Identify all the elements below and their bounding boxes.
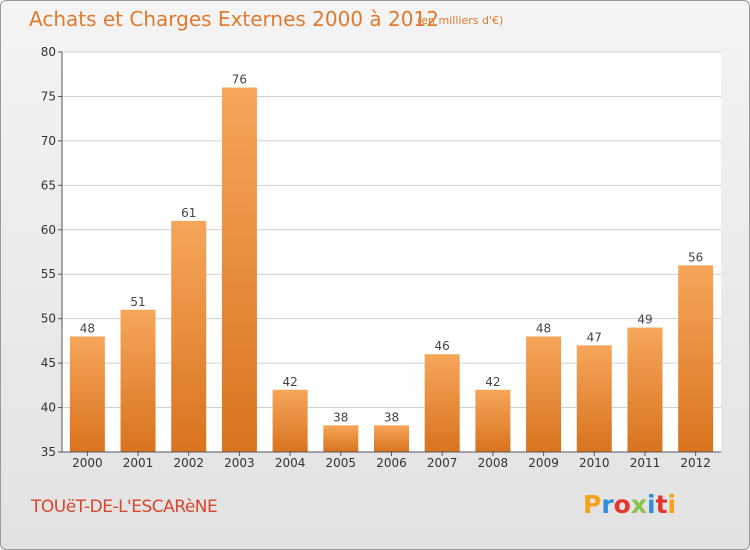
logo-letter: i — [667, 490, 677, 519]
value-label-2009: 48 — [536, 321, 551, 335]
value-label-2012: 56 — [688, 250, 703, 264]
town-name: TOUëT-DE-L'ESCARèNE — [31, 497, 218, 517]
chart-title: Achats et Charges Externes 2000 à 2012 — [29, 7, 439, 31]
y-tick-label: 35 — [41, 445, 56, 459]
bar-2001 — [120, 309, 156, 452]
bar-2004 — [272, 389, 308, 452]
bar-2011 — [627, 327, 663, 452]
logo-letter: t — [655, 490, 668, 519]
y-tick-label: 45 — [41, 356, 56, 370]
bar-2007 — [424, 354, 460, 452]
value-label-2004: 42 — [282, 375, 297, 389]
x-tick-label-2012: 2012 — [680, 456, 711, 470]
value-label-2002: 61 — [181, 206, 196, 220]
bar-2012 — [678, 265, 714, 452]
value-label-2000: 48 — [80, 321, 95, 335]
y-tick-label: 70 — [41, 134, 56, 148]
x-tick-label-2000: 2000 — [72, 456, 103, 470]
value-label-2011: 49 — [637, 313, 652, 327]
logo-letter: r — [601, 490, 614, 519]
y-tick-label: 75 — [41, 89, 56, 103]
x-tick-label-2009: 2009 — [528, 456, 559, 470]
x-tick-label-2007: 2007 — [427, 456, 458, 470]
bar-2000 — [69, 336, 105, 452]
value-label-2008: 42 — [485, 375, 500, 389]
x-tick-label-2011: 2011 — [630, 456, 661, 470]
value-label-2003: 76 — [232, 73, 247, 87]
logo-letter: x — [630, 490, 647, 519]
y-tick-label: 65 — [41, 178, 56, 192]
bar-2003 — [221, 87, 257, 453]
logo-letter: o — [613, 490, 631, 519]
value-label-2006: 38 — [384, 410, 399, 424]
x-tick-label-2006: 2006 — [376, 456, 407, 470]
proxiti-logo: Proxiti — [583, 490, 676, 519]
chart-subtitle: (en milliers d'€) — [417, 14, 504, 27]
x-tick-label-2010: 2010 — [579, 456, 610, 470]
value-label-2010: 47 — [587, 330, 602, 344]
value-label-2007: 46 — [435, 339, 450, 353]
value-label-2001: 51 — [130, 295, 145, 309]
x-tick-label-2003: 2003 — [224, 456, 255, 470]
y-tick-label: 40 — [41, 401, 56, 415]
bar-2010 — [576, 345, 612, 452]
x-tick-label-2004: 2004 — [275, 456, 306, 470]
logo-letter: P — [583, 490, 602, 519]
x-tick-label-2001: 2001 — [123, 456, 154, 470]
bar-2006 — [374, 425, 409, 452]
bar-2002 — [171, 220, 207, 452]
bar-2009 — [526, 336, 562, 452]
bar-2005 — [323, 425, 359, 452]
x-tick-label-2002: 2002 — [173, 456, 204, 470]
x-tick-label-2008: 2008 — [478, 456, 509, 470]
value-label-2005: 38 — [333, 410, 348, 424]
y-tick-label: 60 — [41, 223, 56, 237]
x-tick-label-2005: 2005 — [326, 456, 357, 470]
plot-area — [62, 52, 721, 452]
y-tick-label: 50 — [41, 312, 56, 326]
bar-2008 — [475, 389, 511, 452]
y-tick-label: 80 — [41, 45, 56, 59]
logo-letter: i — [647, 490, 656, 519]
y-tick-label: 55 — [41, 267, 56, 281]
